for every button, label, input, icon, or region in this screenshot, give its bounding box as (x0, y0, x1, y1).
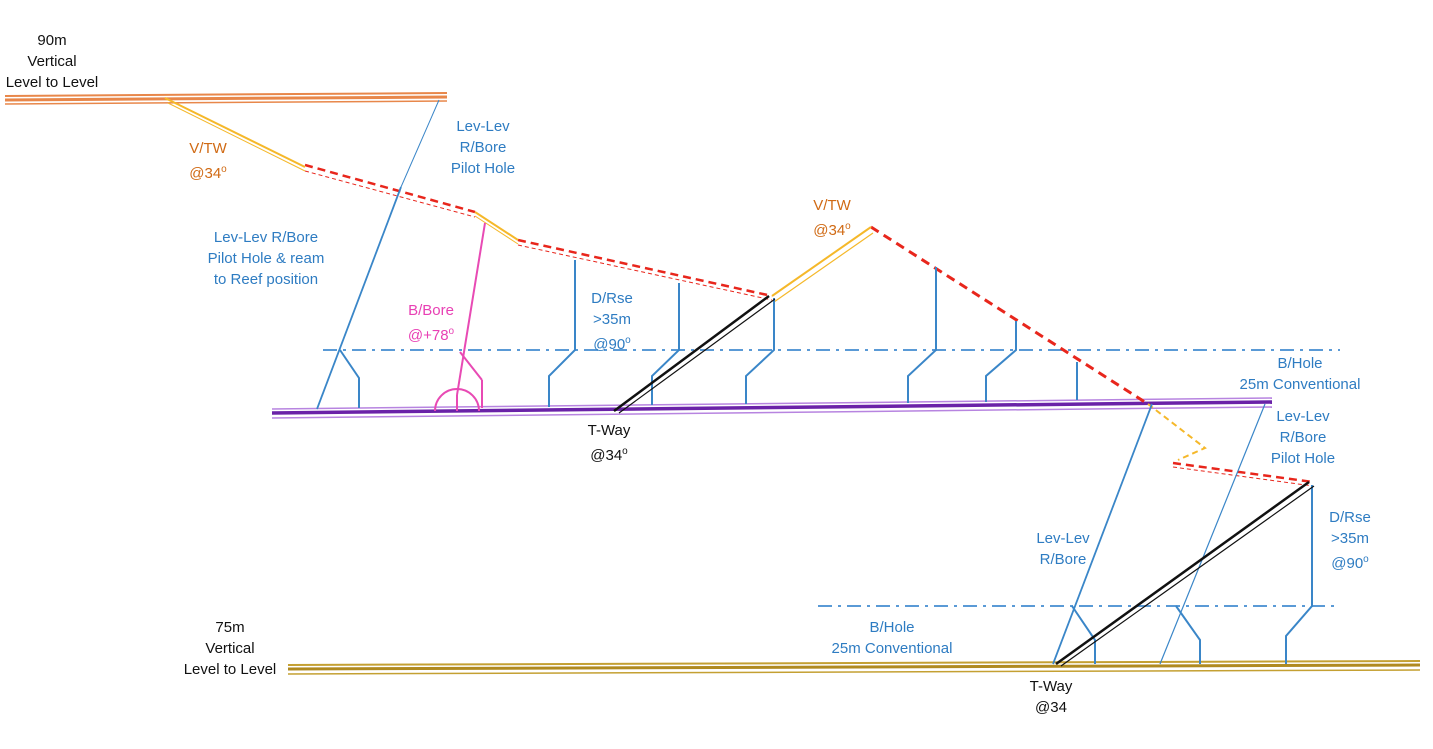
level-90m-drive (4, 92, 448, 105)
b-bore (434, 222, 486, 412)
lev-lev-pilot-right-l1: Lev-Lev (1276, 408, 1330, 425)
tway-1-degree: o (622, 446, 628, 457)
bottom-level-desc: Level to Level (183, 661, 277, 678)
drse-1-length: >35m (593, 311, 631, 328)
drse-label-1: D/Rse >35m @90o (580, 288, 644, 355)
travelling-way-3 (1147, 403, 1207, 461)
lev-lev-pilot-right-label: Lev-Lev R/Bore Pilot Hole (1258, 406, 1348, 469)
top-level-desc: Level to Level (5, 74, 99, 91)
vtw-label-1: V/TW @34o (176, 138, 240, 184)
lev-lev-pilot-top-l2: R/Bore (459, 139, 507, 156)
top-level-type: Vertical (27, 53, 77, 70)
raise-bores (316, 99, 1266, 665)
lev-lev-ream-l3: to Reef position (213, 271, 319, 288)
tway-1-angle: @34 (590, 447, 623, 464)
bbore-name: B/Bore (408, 302, 454, 319)
tway-1-name: T-Way (587, 422, 631, 439)
t-way-lower (1055, 480, 1315, 667)
lev-lev-rbore-label: Lev-Lev R/Bore (1026, 528, 1100, 570)
bhole-1-name: B/Hole (1277, 355, 1323, 372)
lev-lev-pilot-top-label: Lev-Lev R/Bore Pilot Hole (438, 116, 528, 179)
lev-lev-pilot-right-l2: R/Bore (1279, 429, 1327, 446)
lev-lev-rbore-l1: Lev-Lev (1036, 530, 1090, 547)
lev-lev-rbore-l2: R/Bore (1039, 551, 1087, 568)
bhole-label-2: B/Hole 25m Conventional (812, 617, 972, 659)
drse-2-degree: o (1363, 554, 1369, 565)
drse-2-length: >35m (1331, 530, 1369, 547)
lev-lev-ream-l1: Lev-Lev R/Bore (213, 229, 319, 246)
level-75m-drive (287, 660, 1421, 675)
drse-1-name: D/Rse (591, 290, 633, 307)
tway-label-1: T-Way @34o (574, 420, 644, 466)
lev-lev-ream-l2: Pilot Hole & ream (207, 250, 325, 267)
vtw-1-degree: o (221, 164, 227, 175)
drse-label-2: D/Rse >35m @90o (1318, 507, 1382, 574)
top-level-label: 90m Vertical Level to Level (0, 30, 104, 93)
lev-lev-pilot-top-l1: Lev-Lev (456, 118, 510, 135)
lev-lev-ream-label: Lev-Lev R/Bore Pilot Hole & ream to Reef… (186, 227, 346, 290)
travelling-way-1 (164, 97, 519, 245)
t-way-upper (613, 294, 776, 414)
vtw-label-2: V/TW @34o (800, 195, 864, 241)
bhole-2-name: B/Hole (869, 619, 915, 636)
drse-2-name: D/Rse (1329, 509, 1371, 526)
bbore-label: B/Bore @+78o (394, 300, 468, 346)
vtw-2-angle: @34 (813, 222, 846, 239)
bbore-angle: @+78 (407, 327, 449, 344)
top-level-depth: 90m (37, 32, 67, 49)
bhole-label-1: B/Hole 25m Conventional (1222, 353, 1378, 395)
bhole-1-desc: 25m Conventional (1239, 376, 1361, 393)
lev-lev-pilot-top-l3: Pilot Hole (450, 160, 516, 177)
tway-2-angle: @34 (1035, 699, 1067, 716)
travelling-way-2 (771, 226, 874, 303)
bottom-level-type: Vertical (205, 640, 255, 657)
tway-2-name: T-Way (1029, 678, 1073, 695)
bhole-2-desc: 25m Conventional (831, 640, 953, 657)
tway-label-2: T-Way @34 (1018, 676, 1084, 718)
vtw-2-degree: o (845, 221, 851, 232)
bottom-level-depth: 75m (215, 619, 245, 636)
drop-raises-lower (1071, 485, 1313, 664)
lev-lev-pilot-right-l3: Pilot Hole (1270, 450, 1336, 467)
vtw-2-name: V/TW (813, 197, 851, 214)
reef-dashed-line (304, 163, 1314, 487)
drse-2-angle: @90 (1331, 555, 1364, 572)
drse-1-degree: o (625, 335, 631, 346)
mid-level-drive (271, 397, 1273, 419)
bottom-level-label: 75m Vertical Level to Level (176, 617, 284, 680)
drse-1-angle: @90 (593, 336, 626, 353)
vtw-1-angle: @34 (189, 165, 222, 182)
drop-raises-upper (339, 260, 1078, 408)
vtw-1-name: V/TW (189, 140, 227, 157)
bbore-degree: o (448, 326, 455, 337)
